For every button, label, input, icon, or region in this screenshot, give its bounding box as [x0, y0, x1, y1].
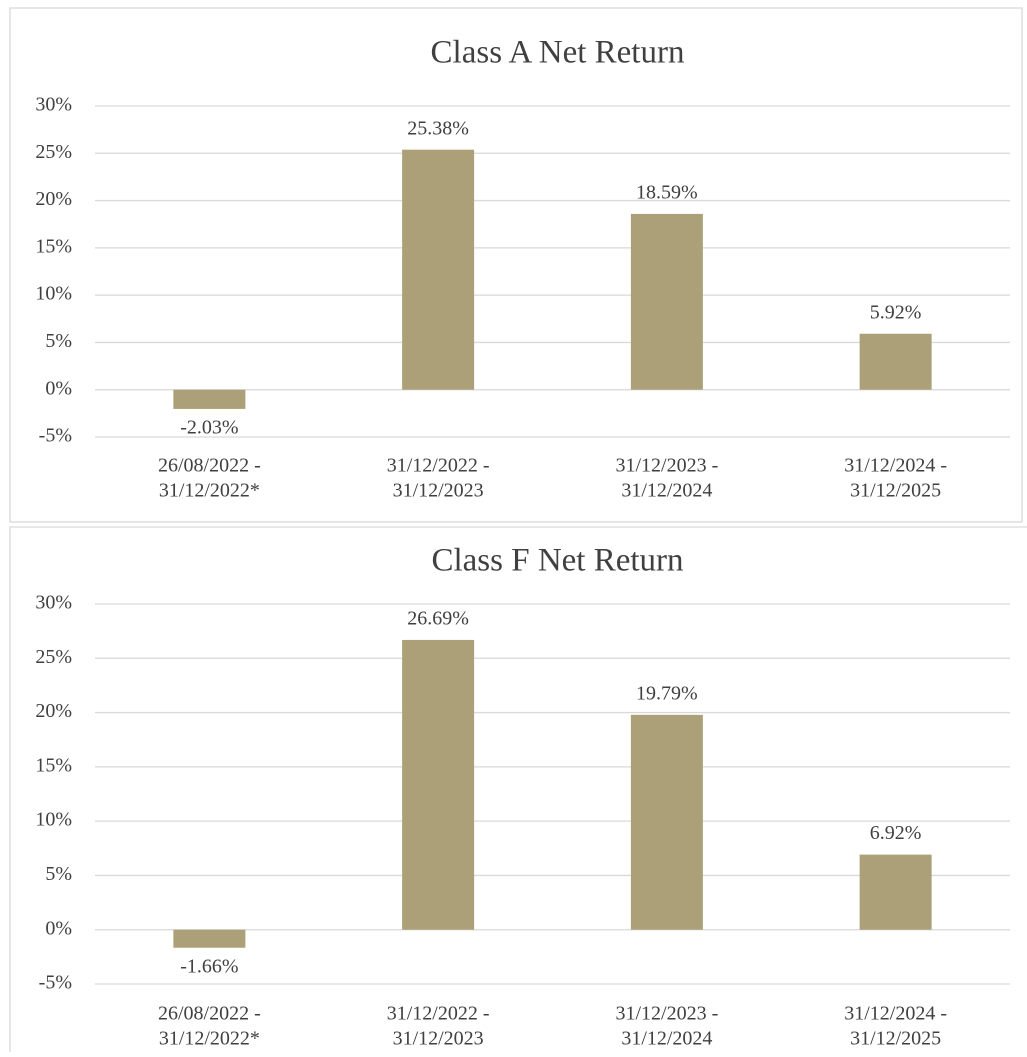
data-label: 19.79%	[636, 682, 698, 704]
bar	[630, 714, 703, 930]
x-tick-label: 31/12/2023 -	[615, 455, 718, 477]
y-tick-label: 0%	[45, 377, 72, 399]
y-tick-label: 10%	[35, 283, 72, 305]
bar	[859, 854, 932, 930]
y-tick-label: 25%	[35, 141, 72, 163]
data-label: -2.03%	[180, 417, 238, 439]
x-tick-label: 31/12/2024 -	[844, 455, 947, 477]
y-tick-label: 5%	[45, 330, 72, 352]
x-tick-label: 31/12/2022 -	[387, 455, 490, 477]
bar	[630, 213, 703, 390]
x-tick-label: 26/08/2022 -	[158, 455, 261, 477]
x-tick-label: 31/12/2022*	[159, 480, 260, 502]
y-tick-label: 10%	[35, 809, 72, 831]
y-tick-label: -5%	[39, 972, 72, 994]
data-label: 6.92%	[870, 822, 922, 844]
x-tick-label: 31/12/2024	[621, 1028, 712, 1050]
x-tick-label: 31/12/2022*	[159, 1028, 260, 1050]
x-tick-label: 26/08/2022 -	[158, 1003, 261, 1025]
y-tick-label: 15%	[35, 235, 72, 257]
bar	[402, 639, 475, 930]
bar	[173, 389, 246, 409]
data-label: 18.59%	[636, 181, 698, 203]
chart-title: Class F Net Return	[431, 543, 683, 579]
bar	[859, 333, 932, 390]
panel-border	[9, 7, 1023, 523]
y-tick-label: 15%	[35, 754, 72, 776]
x-tick-label: 31/12/2022 -	[387, 1003, 490, 1025]
x-tick-label: 31/12/2024 -	[844, 1003, 947, 1025]
x-tick-label: 31/12/2023 -	[615, 1003, 718, 1025]
y-tick-label: 0%	[45, 917, 72, 939]
x-tick-label: 31/12/2024	[621, 480, 712, 502]
x-tick-label: 31/12/2023	[393, 480, 484, 502]
y-tick-label: 20%	[35, 188, 72, 210]
x-tick-label: 31/12/2025	[850, 480, 941, 502]
y-tick-label: 20%	[35, 700, 72, 722]
x-tick-label: 31/12/2023	[393, 1028, 484, 1050]
y-tick-label: -5%	[39, 425, 72, 447]
data-label: -1.66%	[180, 955, 238, 977]
y-tick-label: 30%	[35, 592, 72, 614]
bar	[173, 929, 246, 948]
data-label: 26.69%	[407, 608, 469, 630]
y-tick-label: 30%	[35, 94, 72, 116]
data-label: 5.92%	[870, 301, 922, 323]
y-tick-label: 25%	[35, 646, 72, 668]
y-tick-label: 5%	[45, 863, 72, 885]
bar	[402, 149, 475, 390]
panel-border	[9, 526, 1027, 1052]
chart-title: Class A Net Return	[431, 35, 685, 71]
data-label: 25.38%	[407, 117, 469, 139]
x-tick-label: 31/12/2025	[850, 1028, 941, 1050]
